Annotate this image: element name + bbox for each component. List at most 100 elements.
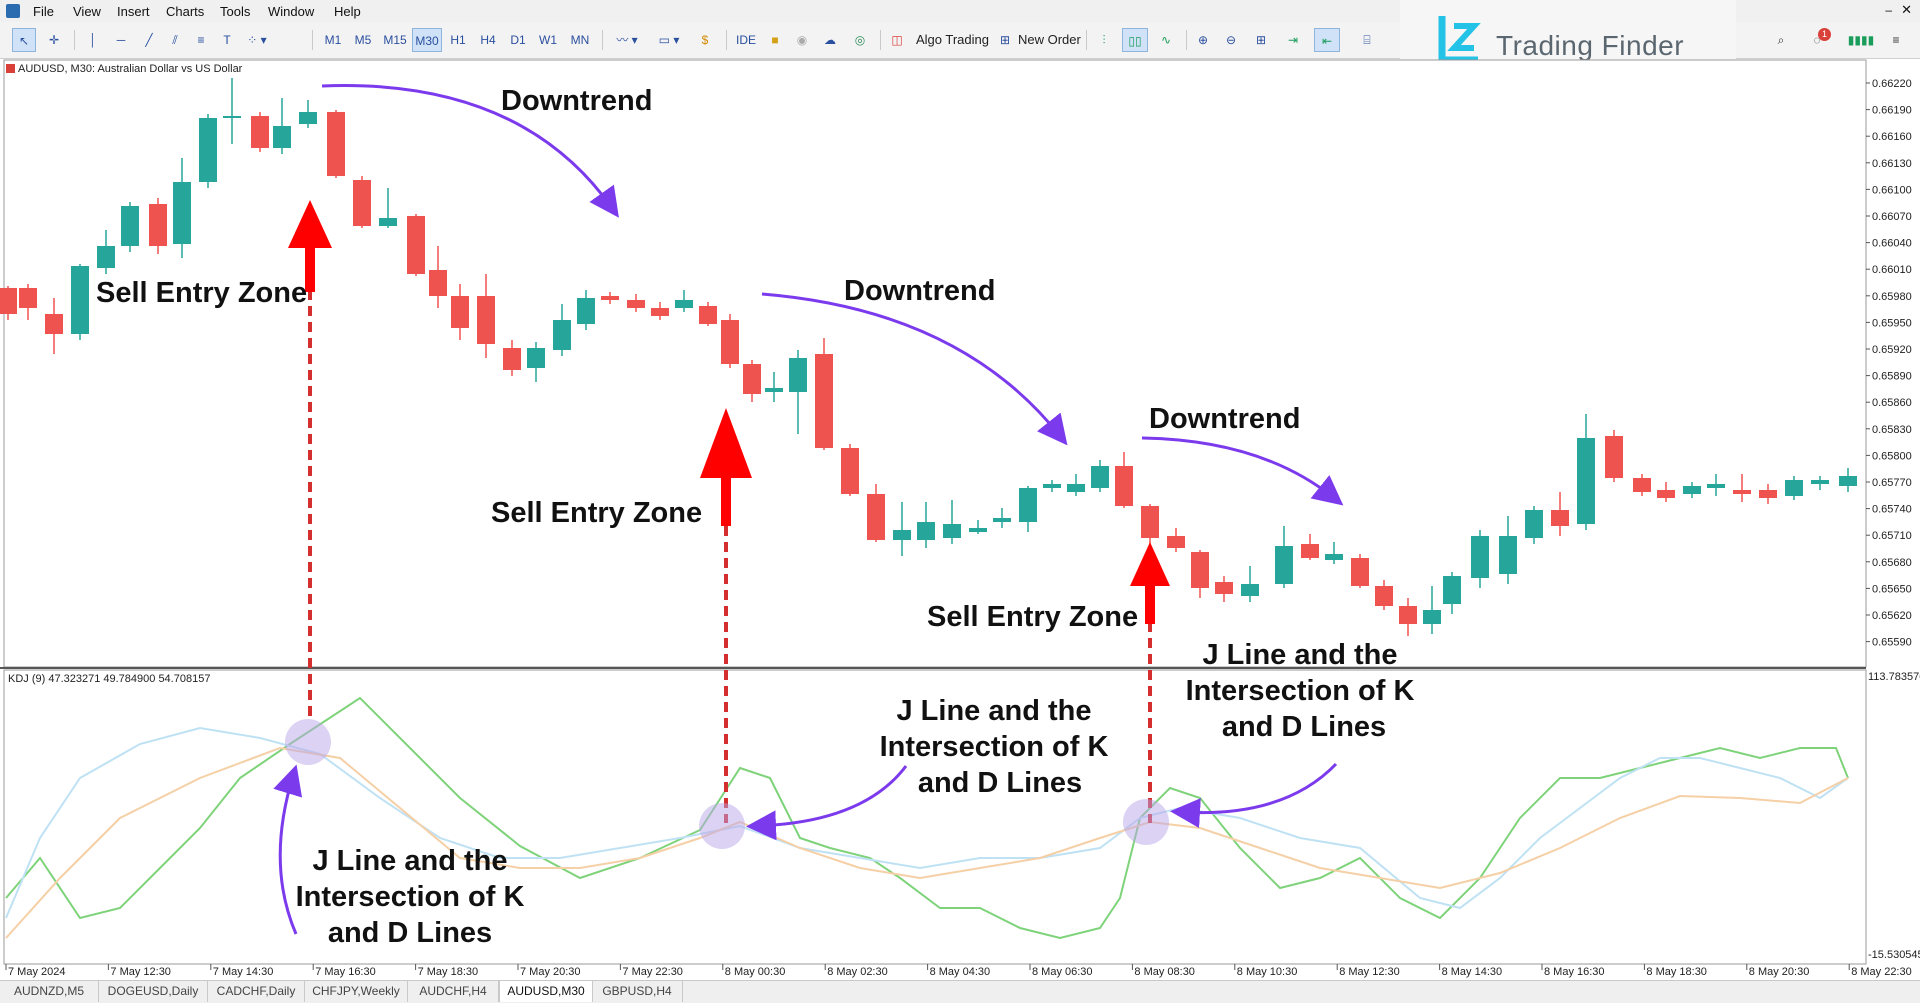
- candle-body: [223, 116, 241, 118]
- timeframe-m1[interactable]: M1: [324, 33, 342, 47]
- candle-body: [149, 204, 167, 246]
- zoom-in-icon[interactable]: ⊕: [1197, 33, 1209, 47]
- time-tick-label: 7 May 20:30: [520, 966, 581, 978]
- candle-body: [71, 266, 89, 334]
- horizontal-line-icon[interactable]: ─: [116, 33, 126, 47]
- candle-body: [1043, 484, 1061, 488]
- globe-icon[interactable]: ◎: [854, 33, 866, 47]
- tab-cadchf-daily[interactable]: CADCHF,Daily: [208, 981, 305, 1002]
- price-tick-label: 0.65860: [1872, 397, 1912, 409]
- window-minimize-icon[interactable]: –: [1885, 3, 1892, 17]
- menu-charts[interactable]: Charts: [166, 4, 205, 19]
- toolbar-separator: [74, 30, 75, 50]
- candle-body: [1191, 552, 1209, 588]
- candle-body: [1657, 490, 1675, 498]
- indicator-label: KDJ (9) 47.323271 49.784900 54.708157: [8, 673, 210, 685]
- timeframe-h1[interactable]: H1: [450, 33, 466, 47]
- tab-dogeusd-daily[interactable]: DOGEUSD,Daily: [99, 981, 208, 1002]
- candle-body: [1215, 582, 1233, 594]
- candle-body: [1351, 558, 1369, 586]
- timeframe-m15[interactable]: M15: [383, 33, 407, 47]
- signal-icon[interactable]: ◉: [796, 33, 808, 47]
- price-tick-label: 0.65890: [1872, 371, 1912, 383]
- candle-body: [173, 182, 191, 244]
- cloud-icon[interactable]: ☁: [824, 33, 836, 47]
- kdj-note-arrow-1: [273, 764, 303, 935]
- candle-body: [251, 116, 269, 148]
- grid-icon[interactable]: ⊞: [1255, 33, 1267, 47]
- price-tick-label: 0.66190: [1872, 105, 1912, 117]
- trendline-icon[interactable]: ╱: [145, 33, 153, 47]
- candlestick-chart-icon[interactable]: ▯▯: [1122, 28, 1148, 52]
- window-close-icon[interactable]: ✕: [1901, 2, 1912, 17]
- tab-audchf-h4[interactable]: AUDCHF,H4: [408, 981, 499, 1002]
- candle-body: [353, 180, 371, 226]
- candle-body: [675, 300, 693, 308]
- lock-icon[interactable]: ■: [771, 33, 779, 47]
- symbol-icon: [6, 64, 15, 73]
- notifications-icon[interactable]: ◌: [1813, 33, 1821, 47]
- time-tick-label: 8 May 04:30: [930, 966, 991, 978]
- timeframe-h4[interactable]: H4: [480, 33, 496, 47]
- text-tool-icon[interactable]: T: [223, 33, 231, 47]
- price-tick-label: 0.66010: [1872, 264, 1912, 276]
- screenshot-icon[interactable]: ⌸: [1363, 33, 1371, 47]
- toolbar-separator: [726, 30, 727, 50]
- price-tick-label: 0.66160: [1872, 131, 1912, 143]
- menu-view[interactable]: View: [73, 4, 101, 19]
- tab-chfjpy-weekly[interactable]: CHFJPY,Weekly: [305, 981, 408, 1002]
- chart-window[interactable]: 0.66220 0.66190 0.66160 0.66130 0.66100 0.660…: [0, 58, 1920, 980]
- algo-trading-icon[interactable]: ◫: [891, 33, 903, 47]
- tab-audusd-m30[interactable]: AUDUSD,M30: [499, 981, 593, 1002]
- kdj-note-arrow-2: [746, 765, 908, 841]
- ide-button[interactable]: IDE: [735, 33, 756, 47]
- candle-body: [969, 528, 987, 532]
- time-tick-label: 8 May 16:30: [1544, 966, 1605, 978]
- time-tick-label: 8 May 06:30: [1032, 966, 1093, 978]
- timeframe-mn[interactable]: MN: [570, 33, 590, 47]
- candles-group: [0, 78, 1857, 636]
- search-icon[interactable]: ⌕: [1777, 33, 1785, 47]
- candle-body: [1525, 510, 1543, 538]
- new-order-button[interactable]: New Order: [1018, 32, 1081, 47]
- shapes-icon[interactable]: ⁘ ▾: [247, 33, 267, 47]
- candle-body: [1325, 554, 1343, 560]
- menu-window[interactable]: Window: [268, 4, 315, 19]
- menu-file[interactable]: File: [33, 4, 54, 19]
- menu-insert[interactable]: Insert: [117, 4, 150, 19]
- candle-body: [1301, 544, 1319, 558]
- timeframe-m30[interactable]: M30: [412, 28, 442, 52]
- cursor-tool-icon[interactable]: ↖: [12, 28, 36, 52]
- tab-gbpusd-h4[interactable]: GBPUSD,H4: [592, 981, 683, 1002]
- channel-icon[interactable]: ⫽: [172, 33, 178, 47]
- menu-help[interactable]: Help: [334, 4, 361, 19]
- algo-trading-button[interactable]: Algo Trading: [916, 32, 989, 47]
- new-order-icon[interactable]: ⊞: [999, 33, 1011, 47]
- crosshair-icon[interactable]: ✛: [48, 33, 60, 47]
- dollar-icon[interactable]: $: [701, 33, 709, 47]
- candle-body: [699, 306, 717, 324]
- chart-canvas[interactable]: 0.66220 0.66190 0.66160 0.66130 0.66100 0.660…: [0, 58, 1920, 980]
- template-icon[interactable]: ▭ ▾: [658, 33, 680, 47]
- candle-body: [721, 320, 739, 364]
- chart-shift-icon[interactable]: ⇤: [1314, 28, 1340, 52]
- tab-audnzd-m5[interactable]: AUDNZD,M5: [0, 981, 99, 1002]
- timeframe-w1[interactable]: W1: [539, 33, 557, 47]
- fibonacci-icon[interactable]: ≡: [197, 33, 205, 47]
- bar-chart-icon[interactable]: ⫶: [1102, 33, 1106, 47]
- menu-tools[interactable]: Tools: [220, 4, 251, 19]
- time-tick-label: 8 May 18:30: [1646, 966, 1707, 978]
- candle-body: [1443, 576, 1461, 604]
- signal-strength-icon[interactable]: ▮▮▮▮: [1847, 33, 1875, 47]
- line-chart-icon[interactable]: ∿: [1160, 33, 1172, 47]
- brand-name: Trading Finder: [1496, 30, 1685, 61]
- vertical-line-icon[interactable]: │: [89, 33, 97, 47]
- zoom-out-icon[interactable]: ⊖: [1225, 33, 1237, 47]
- account-icon[interactable]: ≡: [1892, 33, 1900, 47]
- chart-type-icon[interactable]: 〰 ▾: [616, 33, 638, 47]
- app-icon: [6, 4, 20, 18]
- timeframe-d1[interactable]: D1: [510, 33, 526, 47]
- timeframe-m5[interactable]: M5: [354, 33, 372, 47]
- downtrend-arrow-1: [321, 84, 619, 218]
- autoscroll-icon[interactable]: ⇥: [1287, 33, 1299, 47]
